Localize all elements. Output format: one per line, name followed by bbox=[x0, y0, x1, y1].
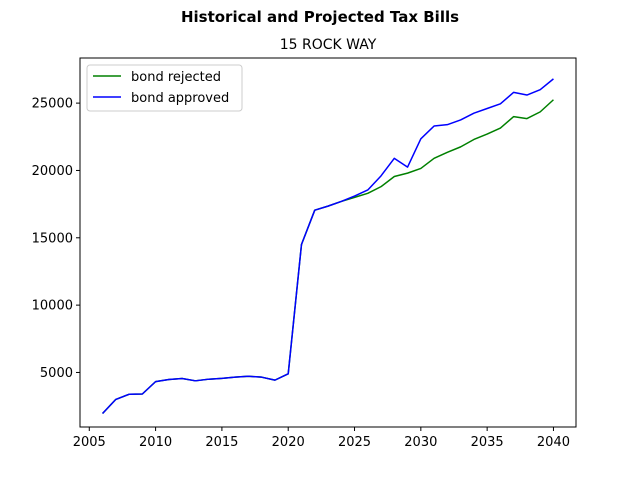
series-line-bond-rejected bbox=[102, 99, 554, 415]
y-axis: 5000 10000 15000 20000 25000 bbox=[32, 97, 80, 381]
plot-frame bbox=[79, 57, 577, 428]
x-tick-label: 2010 bbox=[139, 435, 172, 450]
y-tick-label: 20000 bbox=[32, 164, 73, 179]
y-tick-label: 5000 bbox=[40, 366, 73, 381]
x-tick-label: 2025 bbox=[338, 435, 371, 450]
x-tick-label: 2030 bbox=[404, 435, 437, 450]
x-axis: 2005 2010 2015 2020 2025 2030 2035 2040 bbox=[73, 427, 570, 450]
x-tick-label: 2020 bbox=[272, 435, 305, 450]
plot-lines bbox=[102, 78, 554, 415]
y-tick-label: 10000 bbox=[32, 299, 73, 314]
chart-title: Historical and Projected Tax Bills bbox=[181, 8, 459, 26]
series-line-bond-approved bbox=[102, 78, 554, 415]
x-tick-label: 2015 bbox=[205, 435, 238, 450]
legend-label-bond-approved: bond approved bbox=[131, 91, 229, 106]
legend: bond rejected bond approved bbox=[86, 64, 243, 112]
chart-subtitle: 15 ROCK WAY bbox=[280, 37, 377, 53]
x-tick-label: 2040 bbox=[537, 435, 570, 450]
x-tick-label: 2005 bbox=[73, 435, 106, 450]
y-tick-label: 15000 bbox=[32, 231, 73, 246]
x-tick-label: 2035 bbox=[471, 435, 504, 450]
y-tick-label: 25000 bbox=[32, 97, 73, 112]
legend-box bbox=[86, 64, 243, 112]
legend-label-bond-rejected: bond rejected bbox=[131, 70, 221, 85]
